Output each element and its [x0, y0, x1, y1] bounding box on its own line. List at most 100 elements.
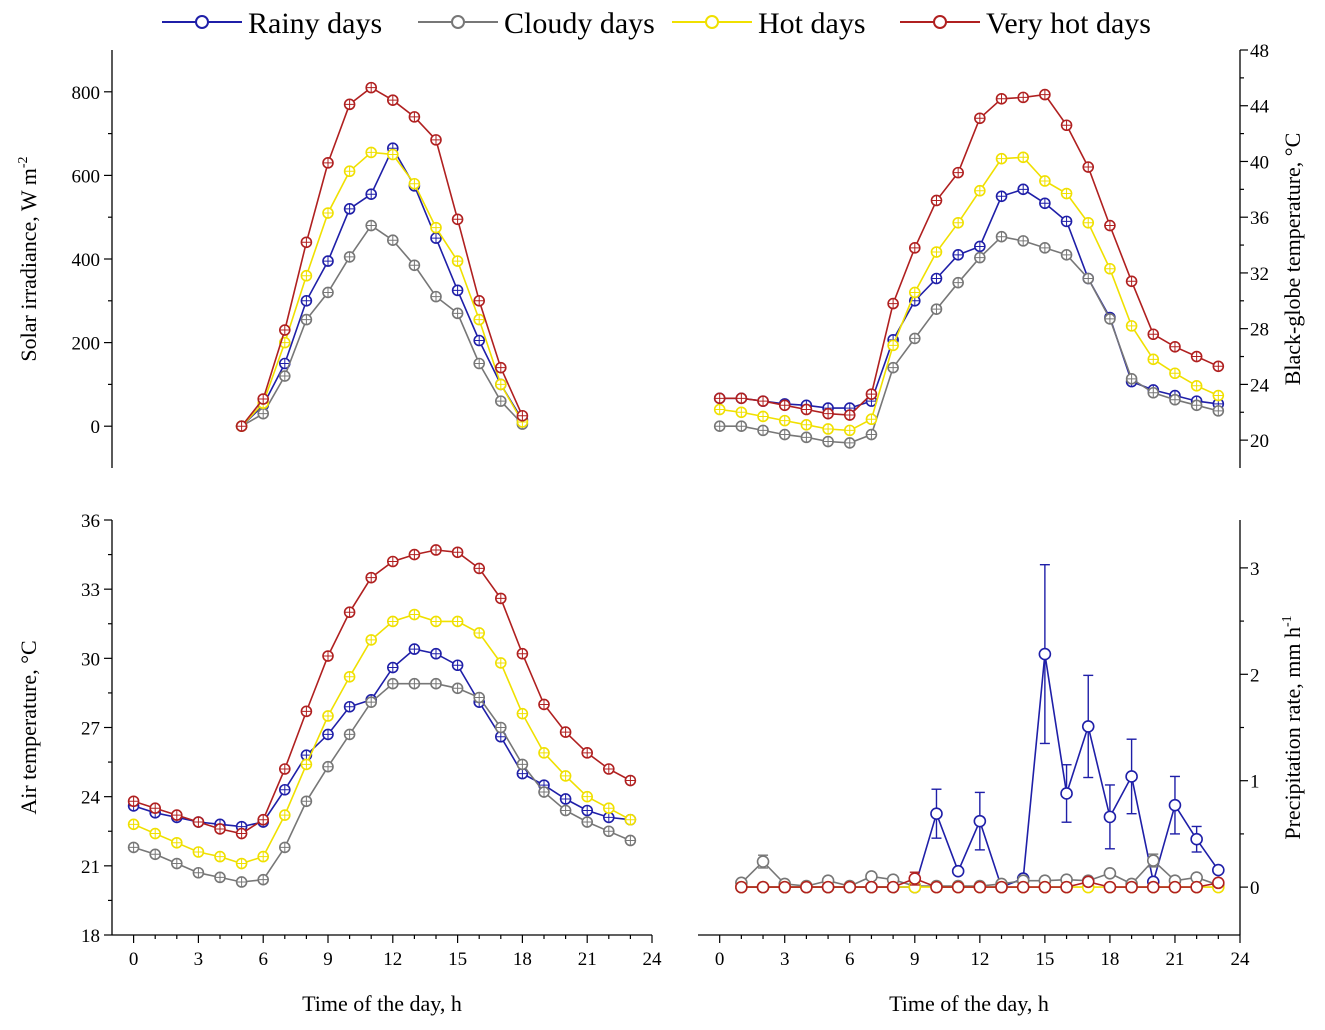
data-point-errorcross	[1126, 320, 1137, 331]
data-point-errorcross	[323, 287, 333, 298]
data-point-errorcross	[301, 237, 312, 248]
data-point-errorcross	[387, 616, 398, 627]
data-point-errorcross	[909, 333, 920, 344]
series-cloudy-days	[127, 677, 637, 888]
data-point-errorcross	[801, 404, 812, 415]
data-point-errorcross	[931, 195, 942, 206]
data-point-errorcross	[452, 683, 463, 694]
data-point	[1190, 880, 1203, 894]
data-point-errorcross	[323, 729, 333, 740]
data-point-errorcross	[409, 644, 420, 655]
axes: 20 24 28 32 36 40 44 48 Black-globe temperature,…	[1239, 41, 1305, 468]
data-point-errorcross	[603, 812, 614, 823]
data-point	[1103, 866, 1117, 880]
data-point-errorcross	[193, 817, 204, 828]
data-point-errorcross	[714, 421, 725, 432]
data-point-errorcross	[603, 764, 614, 774]
data-point-errorcross	[258, 394, 269, 405]
data-point-errorcross	[431, 678, 441, 689]
data-point	[1146, 880, 1160, 894]
data-point-errorcross	[517, 759, 528, 770]
data-point-errorcross	[474, 692, 485, 703]
data-point-errorcross	[779, 415, 790, 426]
data-point-errorcross	[582, 791, 593, 802]
y-tick-label: 0	[91, 417, 101, 438]
data-point-errorcross	[387, 556, 398, 567]
data-point-errorcross	[171, 810, 182, 821]
legend: Rainy days Cloudy days Hot days Very hot da…	[162, 7, 1151, 40]
data-point	[1212, 876, 1225, 890]
data-point-errorcross	[366, 634, 377, 645]
data-point-errorcross	[909, 287, 920, 298]
y-tick-label: 1	[1250, 772, 1260, 793]
data-point-errorcross	[409, 260, 420, 271]
y-tick-label: 33	[81, 580, 100, 601]
legend-item-cloudy-days: Cloudy days	[418, 7, 655, 40]
data-point-errorcross	[452, 547, 463, 558]
y-tick-label: 48	[1250, 41, 1269, 62]
data-point-errorcross	[1213, 390, 1224, 401]
y-tick-label: 400	[72, 250, 101, 271]
data-point-errorcross	[431, 544, 441, 555]
data-point	[1103, 880, 1117, 894]
data-point-errorcross	[279, 810, 290, 821]
x-tick-label: 9	[910, 949, 920, 970]
series-very-hot-days	[735, 871, 1225, 894]
data-point-errorcross	[996, 153, 1007, 164]
series-line	[719, 93, 1219, 416]
data-point-errorcross	[431, 222, 441, 233]
series-rainy-days	[127, 643, 637, 833]
y-axis-label: Black-globe temperature, °C	[1280, 133, 1305, 386]
y-tick-label: 24	[1250, 375, 1270, 396]
data-point-errorcross	[1039, 198, 1050, 209]
data-point-errorcross	[452, 308, 463, 319]
y-tick-label: 0	[1250, 878, 1260, 899]
series-very-hot-days	[713, 88, 1225, 421]
data-point-errorcross	[779, 429, 790, 440]
data-point-errorcross	[150, 803, 161, 814]
data-point	[886, 880, 900, 894]
data-point	[1168, 880, 1182, 894]
data-point-errorcross	[474, 295, 485, 306]
data-point	[1190, 832, 1203, 846]
data-point-errorcross	[736, 407, 747, 418]
series-line	[241, 224, 523, 427]
data-point-errorcross	[366, 189, 377, 200]
data-point-errorcross	[866, 389, 877, 400]
legend-item-hot-days: Hot days	[672, 7, 866, 40]
data-point	[1125, 770, 1138, 783]
data-point-errorcross	[409, 609, 420, 620]
data-point-errorcross	[974, 241, 985, 252]
data-point-errorcross	[1169, 341, 1180, 352]
data-point	[973, 814, 987, 828]
data-point-errorcross	[1148, 329, 1159, 340]
data-point-errorcross	[474, 335, 485, 346]
data-point-errorcross	[801, 419, 812, 430]
data-point-errorcross	[279, 325, 290, 336]
data-point-errorcross	[931, 304, 942, 315]
series-line	[719, 156, 1219, 432]
data-point-errorcross	[495, 379, 506, 390]
data-point-errorcross	[323, 157, 333, 168]
data-point-errorcross	[888, 298, 899, 309]
y-tick-label: 27	[81, 719, 100, 740]
data-point-errorcross	[236, 828, 247, 839]
series-line	[133, 682, 631, 883]
data-point-errorcross	[193, 867, 204, 878]
data-point-errorcross	[452, 285, 463, 296]
y-tick-label: 36	[1250, 208, 1269, 229]
x-tick-label: 3	[194, 949, 204, 970]
legend-marker	[195, 15, 209, 29]
data-point-errorcross	[279, 358, 290, 369]
data-point-errorcross	[625, 775, 636, 786]
data-point-errorcross	[495, 731, 506, 742]
legend-marker	[933, 15, 947, 29]
data-point-errorcross	[215, 851, 225, 862]
data-point	[1081, 875, 1095, 889]
data-point-errorcross	[301, 314, 312, 325]
data-point-errorcross	[387, 678, 398, 689]
y-tick-label: 2	[1250, 665, 1260, 686]
